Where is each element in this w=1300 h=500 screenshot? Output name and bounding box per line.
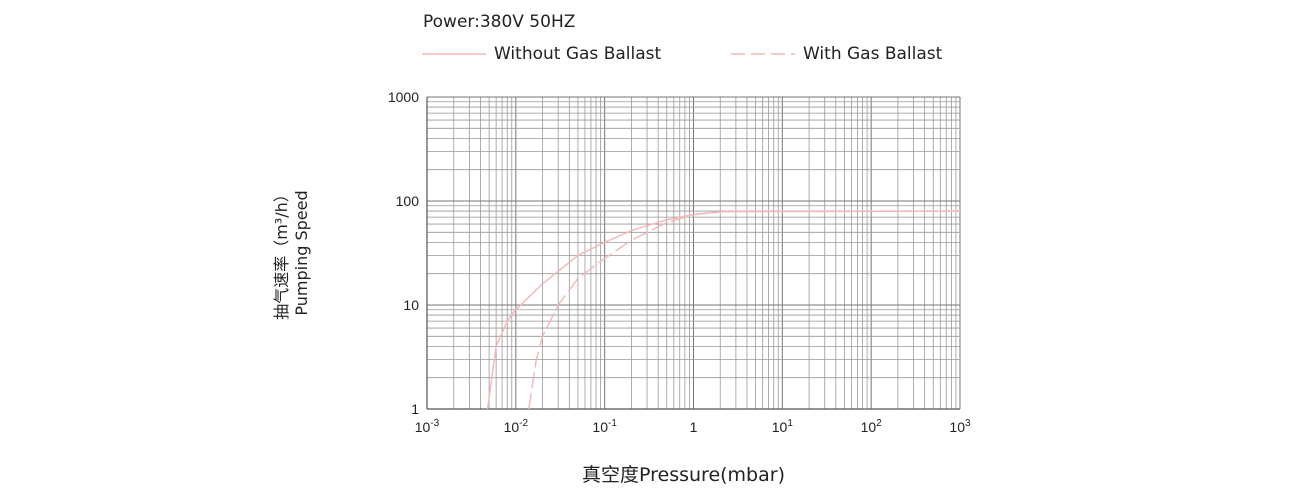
x-tick-label: 1 (690, 419, 698, 435)
x-tick-label: 101 (772, 418, 794, 435)
x-tick-label: 10-1 (592, 418, 617, 435)
legend-label: With Gas Ballast (803, 44, 943, 64)
power-spec: Power:380V 50HZ (423, 12, 576, 32)
x-tick-label: 103 (949, 418, 971, 435)
legend-solid-line (422, 53, 486, 55)
legend-item-with-gas-ballast: With Gas Ballast (731, 44, 942, 64)
y-tick-label: 1 (411, 401, 419, 417)
x-axis-label: 真空度Pressure(mbar) (582, 464, 785, 486)
y-tick-label: 100 (396, 193, 420, 209)
x-tick-label: 10-3 (415, 418, 440, 435)
series-with-gas-ballast (528, 210, 960, 410)
y-tick-label: 10 (403, 297, 419, 313)
y-tick-label: 1000 (388, 89, 419, 105)
legend-dashed-line (731, 53, 795, 55)
x-tick-label: 10-2 (504, 418, 529, 435)
legend-label: Without Gas Ballast (494, 44, 662, 64)
legend-item-without-gas-ballast: Without Gas Ballast (422, 44, 661, 64)
series-without-gas-ballast (486, 210, 961, 410)
x-tick-label: 102 (861, 418, 883, 435)
